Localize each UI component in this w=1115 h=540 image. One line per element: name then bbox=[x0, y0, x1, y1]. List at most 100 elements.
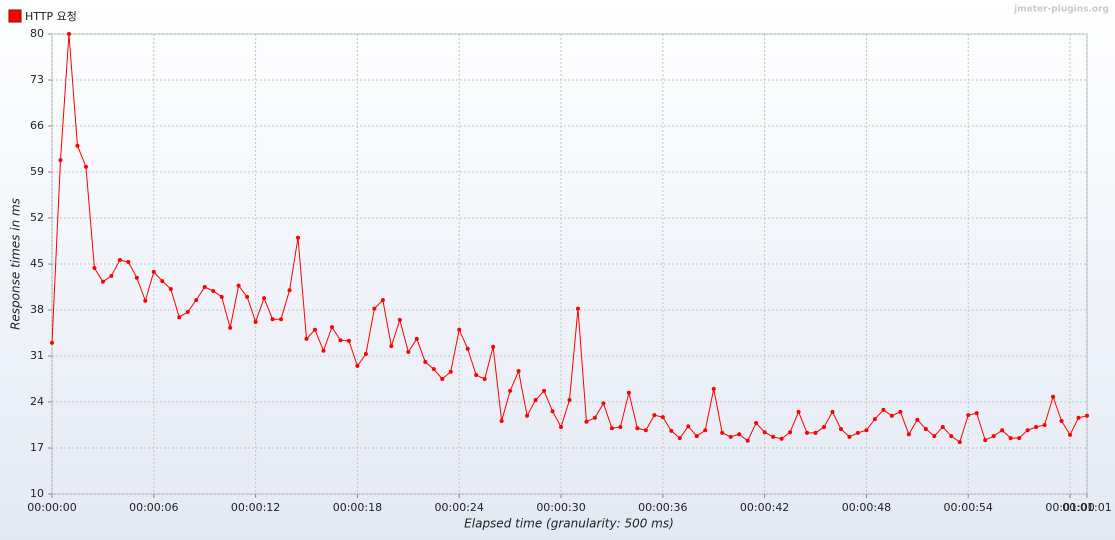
data-point bbox=[711, 386, 716, 391]
x-tick-label: 00:00:12 bbox=[231, 501, 280, 514]
data-point bbox=[1008, 436, 1013, 441]
data-point bbox=[508, 388, 513, 393]
x-tick-label: 00:00:00 bbox=[27, 501, 76, 514]
data-point bbox=[788, 430, 793, 435]
data-point bbox=[312, 327, 317, 332]
data-point bbox=[669, 428, 674, 433]
data-point bbox=[830, 409, 835, 414]
data-point bbox=[1076, 415, 1081, 420]
data-point bbox=[762, 430, 767, 435]
data-point bbox=[245, 294, 250, 299]
data-point bbox=[771, 434, 776, 439]
y-tick-label: 80 bbox=[30, 27, 44, 40]
data-point bbox=[575, 306, 580, 311]
data-point bbox=[932, 434, 937, 439]
data-point bbox=[609, 426, 614, 431]
data-point bbox=[1059, 419, 1064, 424]
data-point bbox=[228, 325, 233, 330]
watermark: jmeter-plugins.org bbox=[1013, 5, 1109, 15]
data-point bbox=[542, 388, 547, 393]
data-point bbox=[991, 434, 996, 439]
data-point bbox=[58, 158, 63, 163]
data-point bbox=[1068, 432, 1073, 437]
data-point bbox=[202, 285, 207, 289]
data-point bbox=[194, 298, 199, 303]
data-point bbox=[219, 294, 224, 299]
data-point bbox=[143, 298, 148, 303]
data-point bbox=[134, 275, 139, 280]
x-tick-label: 00:00:06 bbox=[129, 501, 178, 514]
data-point bbox=[160, 279, 165, 284]
data-point bbox=[270, 317, 275, 322]
y-tick-label: 10 bbox=[30, 487, 44, 500]
data-point bbox=[109, 273, 114, 278]
data-point bbox=[728, 434, 733, 439]
data-point bbox=[660, 415, 665, 420]
data-point bbox=[957, 440, 962, 445]
data-point bbox=[329, 325, 334, 330]
data-point bbox=[923, 426, 928, 431]
data-point bbox=[983, 438, 988, 443]
data-point bbox=[499, 419, 504, 424]
data-point bbox=[872, 417, 877, 422]
x-tick-label: 00:00:24 bbox=[435, 501, 484, 514]
data-point bbox=[423, 359, 428, 364]
data-point bbox=[321, 348, 326, 353]
data-point bbox=[287, 288, 292, 293]
y-tick-label: 24 bbox=[30, 395, 44, 408]
data-point bbox=[584, 419, 589, 424]
data-point bbox=[677, 436, 682, 441]
data-point bbox=[92, 265, 97, 270]
data-point bbox=[151, 269, 156, 274]
data-point bbox=[389, 344, 394, 349]
data-point bbox=[822, 424, 827, 429]
y-tick-label: 17 bbox=[30, 441, 44, 454]
data-point bbox=[1085, 413, 1089, 418]
legend-swatch bbox=[8, 9, 22, 23]
data-point bbox=[380, 298, 385, 303]
data-point bbox=[864, 428, 869, 433]
data-point bbox=[440, 377, 445, 381]
x-axis-label: Elapsed time (granularity: 500 ms) bbox=[464, 517, 674, 531]
data-point bbox=[177, 315, 182, 320]
data-point bbox=[1042, 423, 1047, 427]
data-point bbox=[966, 413, 971, 418]
data-point bbox=[50, 340, 54, 345]
x-tick-label: 00:00:18 bbox=[333, 501, 382, 514]
data-point bbox=[211, 288, 216, 293]
data-point bbox=[694, 434, 699, 439]
data-point bbox=[737, 432, 742, 437]
data-point bbox=[745, 438, 750, 443]
y-tick-label: 31 bbox=[30, 349, 44, 362]
y-tick-label: 38 bbox=[30, 303, 44, 316]
x-tick-label: 00:00:54 bbox=[944, 501, 993, 514]
data-point bbox=[482, 377, 487, 381]
data-point bbox=[601, 401, 606, 406]
data-point bbox=[414, 336, 419, 341]
data-point bbox=[168, 286, 173, 291]
data-point bbox=[592, 415, 597, 420]
data-point bbox=[652, 413, 657, 418]
data-point bbox=[643, 428, 648, 433]
data-point bbox=[406, 350, 411, 355]
data-point bbox=[1017, 436, 1022, 441]
y-tick-label: 59 bbox=[30, 165, 44, 178]
data-point bbox=[262, 296, 267, 301]
x-tick-label: 00:00:36 bbox=[638, 501, 687, 514]
data-point bbox=[253, 319, 258, 324]
data-point bbox=[813, 430, 818, 435]
data-point bbox=[881, 407, 886, 412]
data-point bbox=[236, 283, 241, 288]
data-point bbox=[75, 143, 80, 148]
data-point bbox=[1025, 428, 1030, 433]
data-point bbox=[889, 413, 894, 418]
data-point bbox=[474, 373, 479, 378]
x-tick-label: 00:00:30 bbox=[536, 501, 585, 514]
y-tick-label: 52 bbox=[30, 211, 44, 224]
data-point bbox=[796, 409, 801, 414]
data-point bbox=[355, 363, 360, 368]
data-point bbox=[754, 421, 759, 426]
data-point bbox=[525, 413, 530, 418]
data-point bbox=[550, 409, 555, 414]
